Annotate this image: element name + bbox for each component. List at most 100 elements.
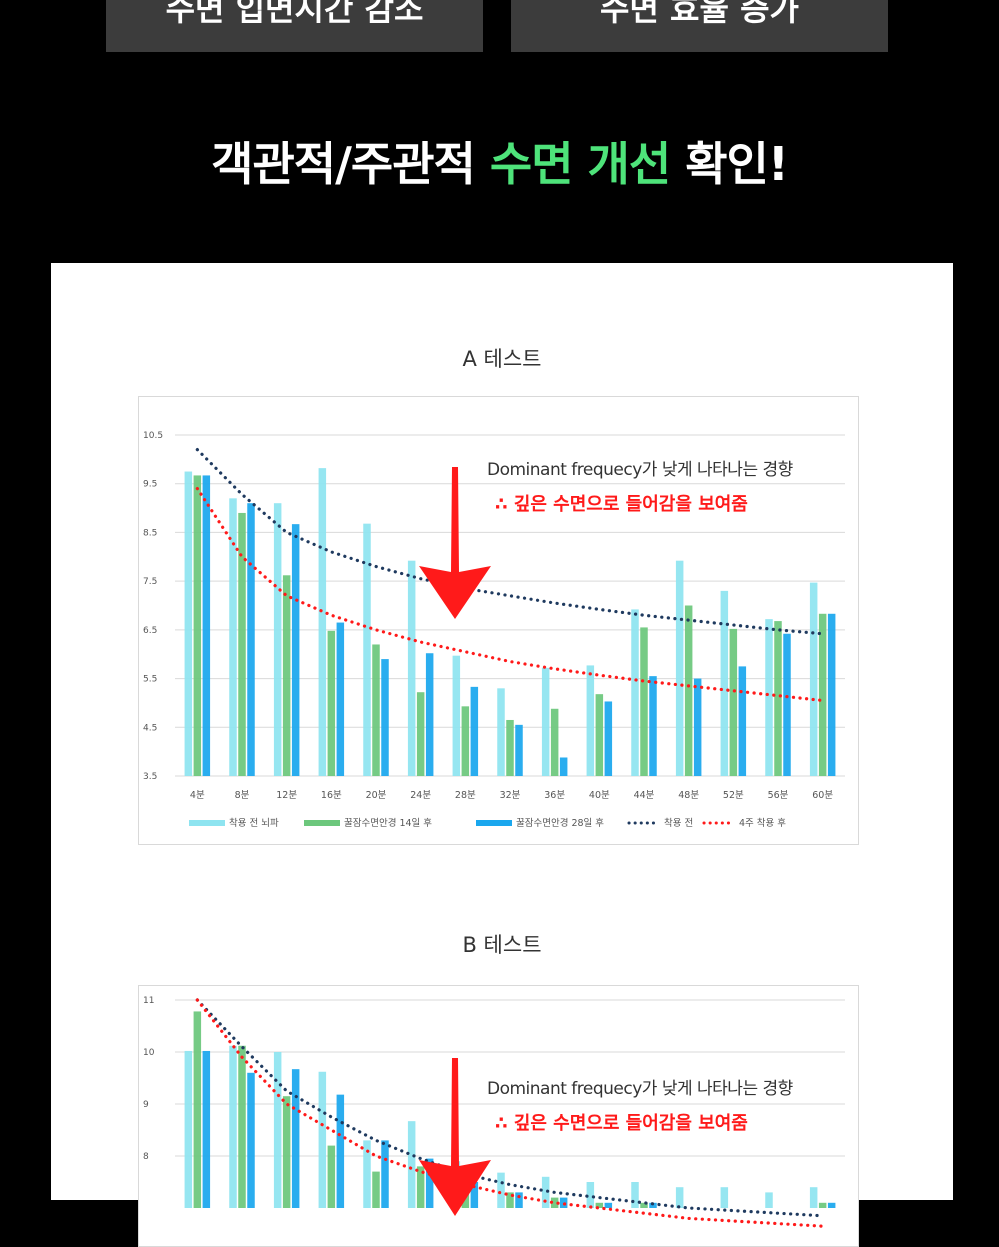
- headline-after: 확인!: [670, 137, 789, 191]
- y-tick-label: 7.5: [143, 577, 157, 587]
- sleep-onset-button[interactable]: 수면 입면시간 감소: [106, 0, 483, 52]
- x-tick-label: 36분: [544, 790, 565, 801]
- bar-1: [631, 609, 639, 776]
- y-tick-label: 9: [143, 1100, 149, 1110]
- x-tick-label: 20분: [366, 790, 387, 801]
- bar-3: [470, 686, 479, 776]
- bar-1: [586, 1182, 595, 1208]
- bar-1: [541, 1176, 550, 1208]
- chart-b-title: B 테스트: [462, 933, 542, 957]
- x-tick-label: 4분: [190, 790, 205, 801]
- bar-1: [273, 1052, 282, 1208]
- bar-3: [425, 653, 434, 776]
- x-tick-label: 56분: [768, 790, 789, 801]
- trendline-2: [195, 486, 825, 703]
- bar-3: [827, 1202, 836, 1208]
- x-tick-label: 44분: [634, 790, 655, 801]
- x-tick-label: 8분: [235, 790, 250, 801]
- x-tick-label: 16분: [321, 790, 342, 801]
- bar-3: [247, 1072, 255, 1208]
- bar-2: [372, 644, 380, 776]
- bar-3: [247, 503, 255, 776]
- x-tick-label: 24분: [410, 790, 431, 801]
- bar-1: [407, 1121, 416, 1208]
- annotation-line2: ∴ 깊은 수면으로 들어감을 보여줌: [495, 1113, 748, 1134]
- bar-3: [649, 676, 657, 776]
- x-tick-label: 32분: [500, 790, 521, 801]
- chart-b-frame: 11 10 9 8 Dominant frequecy가 낮게 나타나는 경향 ∴ 깊은 …: [138, 985, 859, 1247]
- headline-before: 객관적/주관적: [211, 137, 490, 191]
- bar-2: [416, 692, 425, 776]
- bar-2: [193, 475, 202, 776]
- bar-3: [827, 613, 836, 776]
- bar-3: [425, 1158, 434, 1208]
- down-arrow-icon: [419, 467, 491, 619]
- bar-3: [559, 757, 568, 776]
- bar-2: [729, 628, 738, 776]
- bar-2: [238, 1045, 246, 1208]
- bar-2: [327, 1145, 336, 1208]
- legend-label: 꿀잠수면안경 14일 후: [344, 817, 432, 829]
- bar-2: [774, 621, 782, 776]
- sleep-efficiency-button[interactable]: 수면 효율 증가: [511, 0, 888, 52]
- bar-1: [407, 560, 416, 776]
- y-tick-label: 11: [143, 996, 154, 1006]
- y-tick-label: 6.5: [143, 626, 157, 636]
- y-tick-label: 9.5: [143, 480, 157, 490]
- bar-1: [229, 498, 237, 776]
- legend-swatch: [304, 820, 340, 826]
- bar-3: [470, 1182, 479, 1208]
- x-tick-label: 28분: [455, 790, 476, 801]
- bar-2: [818, 1202, 827, 1208]
- y-tick-label: 10: [143, 1048, 155, 1058]
- bar-1: [631, 1182, 639, 1208]
- bar-3: [738, 666, 747, 776]
- bar-1: [541, 667, 550, 776]
- bar-2: [372, 1171, 380, 1208]
- bar-3: [381, 659, 389, 776]
- bar-2: [506, 719, 514, 776]
- bar-1: [720, 590, 729, 776]
- bar-1: [809, 582, 818, 776]
- bar-1: [363, 1140, 371, 1208]
- bar-3: [336, 1094, 345, 1208]
- bar-2: [238, 512, 246, 776]
- bar-2: [818, 613, 827, 776]
- bar-2: [461, 706, 470, 776]
- headline: 객관적/주관적 수면 개선 확인!: [0, 128, 999, 194]
- bar-1: [497, 688, 505, 776]
- bar-1: [273, 503, 282, 776]
- legend-label: 착용 전: [664, 818, 693, 829]
- bar-3: [202, 1050, 211, 1208]
- bar-1: [318, 1071, 327, 1208]
- y-tick-label: 8.5: [143, 528, 157, 538]
- legend-label: 4주 착용 후: [739, 818, 786, 829]
- bar-1: [675, 1187, 684, 1208]
- bar-3: [604, 701, 613, 776]
- bar-2: [550, 708, 559, 776]
- trendline-1: [195, 448, 825, 636]
- y-tick-label: 3.5: [143, 772, 157, 782]
- bar-1: [318, 468, 327, 776]
- bar-3: [783, 633, 791, 776]
- x-tick-label: 60분: [812, 790, 833, 801]
- chart-a: 10.5 9.5 8.5 7.5 6.5 5.5 4.5 3.5 4분 8분 12분 16분 20분 24…: [143, 431, 845, 829]
- x-tick-label: 52분: [723, 790, 744, 801]
- y-tick-label: 8: [143, 1152, 149, 1162]
- trendline-1: [195, 998, 825, 1218]
- bar-3: [381, 1140, 389, 1208]
- y-tick-label: 10.5: [143, 431, 163, 441]
- legend-label: 꿀잠수면안경 28일 후: [516, 817, 604, 829]
- bar-1: [675, 560, 684, 776]
- bar-3: [515, 1192, 523, 1208]
- chart-a-title: A 테스트: [462, 347, 542, 371]
- bar-3: [291, 1069, 300, 1208]
- annotation-line1: Dominant frequecy가 낮게 나타나는 경향: [487, 460, 793, 480]
- bar-2: [416, 1166, 425, 1208]
- bar-1: [452, 655, 461, 776]
- bar-1: [765, 619, 773, 776]
- bar-3: [604, 1202, 613, 1208]
- bar-1: [229, 1045, 237, 1208]
- chart-a-frame: 10.5 9.5 8.5 7.5 6.5 5.5 4.5 3.5 4분 8분 12분 16분 20분 24…: [138, 396, 859, 845]
- x-tick-label: 12분: [276, 790, 297, 801]
